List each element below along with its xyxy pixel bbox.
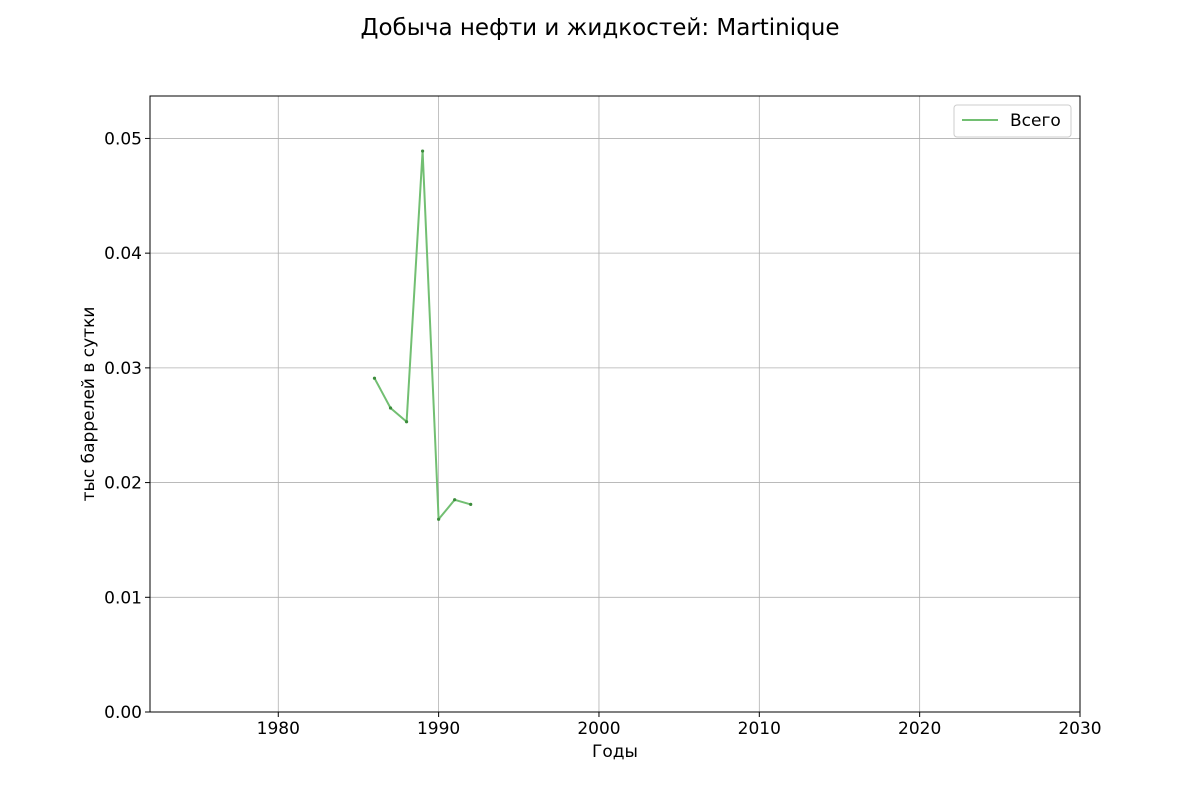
y-tick-label: 0.04: [104, 244, 142, 264]
y-tick-label: 0.02: [104, 474, 142, 494]
data-point: [388, 406, 393, 410]
grid: [150, 96, 1081, 713]
x-axis: 1980 1990 2000 2010 2020 2030: [257, 712, 1102, 739]
y-tick-label: 0.05: [104, 129, 142, 149]
series-layer: [372, 149, 473, 521]
y-tick-label: 0.03: [104, 359, 142, 379]
x-tick-label: 1990: [417, 719, 460, 739]
x-tick-label: 1980: [257, 719, 300, 739]
legend: Всего: [953, 104, 1072, 138]
x-tick-label: 2010: [738, 719, 781, 739]
x-tick-label: 2030: [1058, 719, 1101, 739]
y-tick-label: 0.01: [104, 588, 142, 608]
data-point: [437, 517, 441, 521]
data-point: [420, 149, 425, 153]
data-point: [372, 376, 377, 380]
data-point: [453, 498, 457, 502]
x-tick-label: 2020: [898, 719, 941, 739]
series-line: [373, 150, 471, 521]
x-tick-label: 2000: [577, 719, 620, 739]
plot-area: [149, 95, 1081, 713]
data-point: [404, 420, 409, 424]
y-tick-label: 0.00: [104, 703, 142, 723]
y-axis: 0.00 0.01 0.02 0.03 0.04 0.05: [104, 129, 150, 723]
chart-title: Добыча нефти и жидкостей: Martinique: [361, 15, 840, 41]
data-point: [469, 502, 473, 506]
y-axis-title: тыс баррелей в сутки: [79, 307, 99, 502]
x-axis-title: Годы: [592, 742, 638, 762]
legend-label: Всего: [1010, 111, 1061, 131]
legend-box: [953, 104, 1072, 138]
